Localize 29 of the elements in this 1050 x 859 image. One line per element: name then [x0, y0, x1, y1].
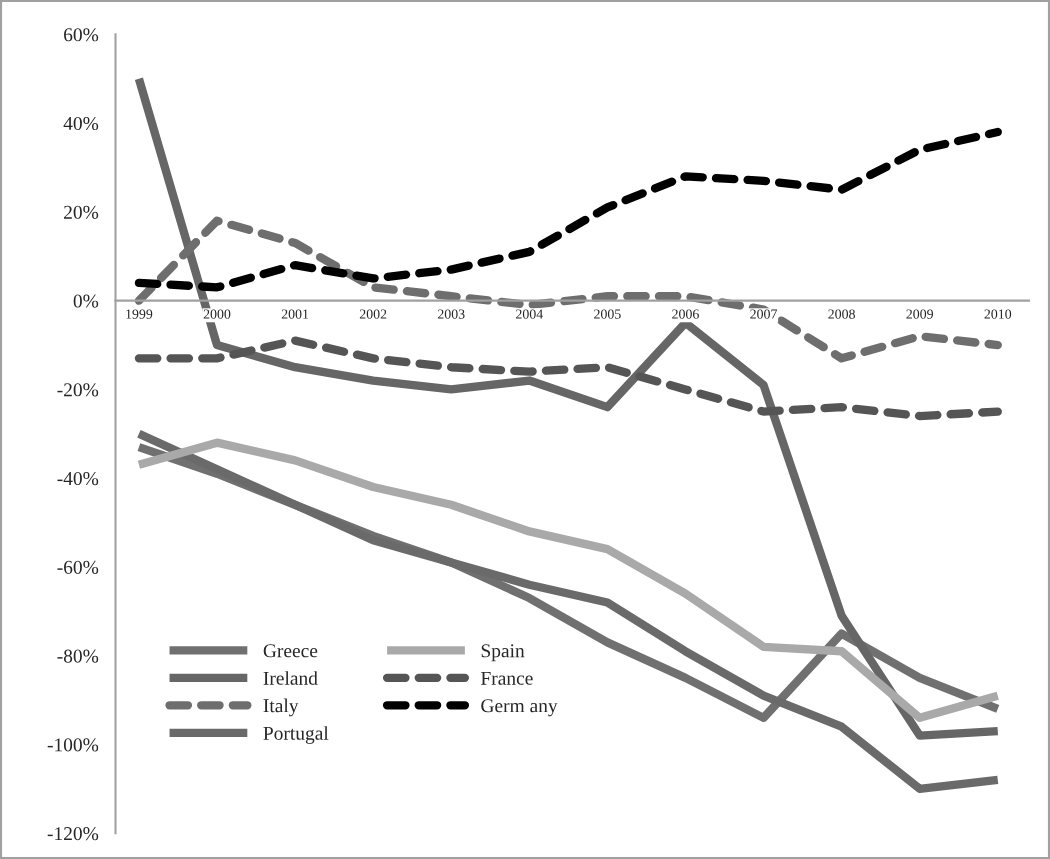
x-tick-label: 2001 [281, 309, 309, 319]
legend-label: Portugal [263, 726, 329, 744]
x-tick-label: 2006 [672, 309, 699, 319]
x-tick-label: 1999 [126, 309, 153, 319]
legend-label: Germ any [481, 699, 558, 717]
x-tick-label: 2002 [359, 309, 387, 319]
legend-label: Spain [481, 644, 525, 662]
y-tick-label: -120% [47, 827, 99, 841]
y-tick-label: 60% [64, 28, 99, 42]
legend-label: Ireland [263, 671, 318, 685]
y-tick-label: 40% [63, 116, 99, 131]
y-tick-label: 0% [73, 294, 99, 308]
y-tick-label: 20% [64, 205, 99, 219]
y-tick-label: -40% [57, 471, 99, 486]
y-tick-label: -80% [57, 649, 99, 663]
y-tick-label: -20% [57, 383, 99, 397]
x-tick-label: 2000 [203, 309, 231, 319]
x-tick-label: 2004 [516, 309, 543, 319]
x-tick-label: 2007 [750, 309, 778, 319]
y-tick-label: -60% [57, 560, 99, 574]
x-tick-label: 2003 [437, 309, 465, 319]
x-tick-label: 2005 [594, 309, 621, 319]
x-tick-label: 2008 [828, 309, 855, 319]
x-tick-label: 2010 [984, 309, 1012, 319]
legend-label: Italy [263, 698, 299, 717]
legend-label: Greece [263, 644, 318, 658]
legend-label: France [480, 671, 533, 685]
x-tick-label: 2009 [906, 309, 934, 319]
y-tick-label: -100% [47, 738, 99, 752]
